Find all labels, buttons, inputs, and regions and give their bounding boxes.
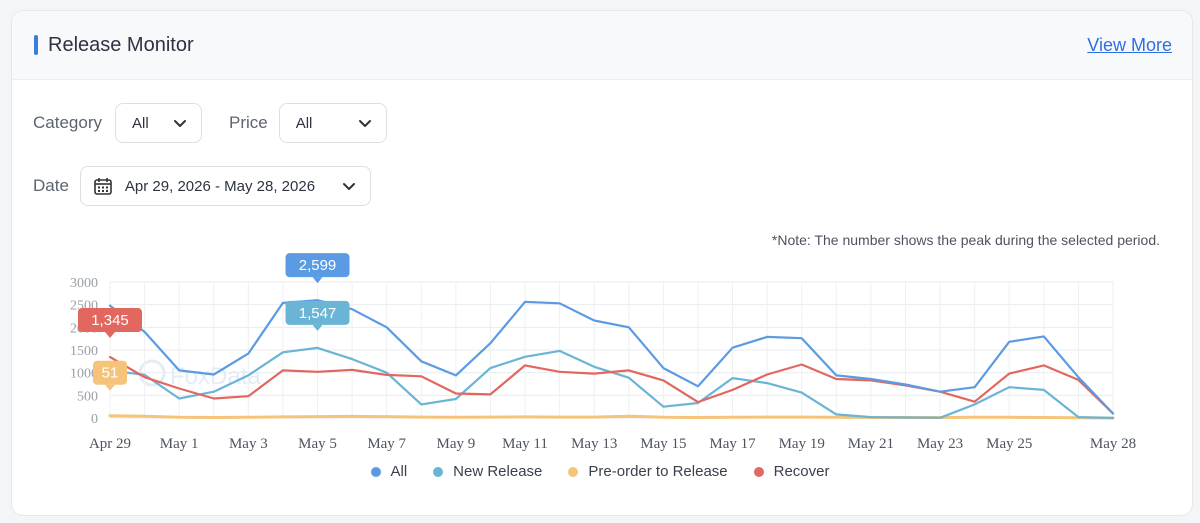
y-tick-label: 0 xyxy=(91,412,98,427)
peak-labels: 2,599 1,547 1,345 51 xyxy=(78,253,350,391)
y-axis-ticks: 050010001500200025003000 xyxy=(70,276,98,427)
x-tick-label: May 19 xyxy=(779,436,825,452)
chevron-down-icon xyxy=(173,120,186,127)
calendar-icon xyxy=(94,178,112,195)
date-label: Date xyxy=(33,176,69,195)
x-axis-ticks: Apr 29 May 1 May 3 May 5 May 7 May 9 May 11 May… xyxy=(89,436,1136,452)
y-tick-label: 3000 xyxy=(70,276,98,291)
peak-label-pointer xyxy=(312,324,323,331)
legend-dot xyxy=(370,466,381,477)
filter-row-category-price: Category All Price All xyxy=(33,103,387,143)
x-tick-label: May 17 xyxy=(709,436,756,452)
peak-label-recover: 1,345 xyxy=(78,308,142,339)
x-tick-label: May 3 xyxy=(229,436,268,452)
legend-dot xyxy=(753,466,764,477)
x-tick-label: May 1 xyxy=(160,436,199,452)
peak-label-text: 1,345 xyxy=(91,312,129,329)
x-tick-label: May 13 xyxy=(571,436,617,452)
title-accent-bar xyxy=(34,35,38,55)
x-tick-label: May 5 xyxy=(298,436,337,452)
price-label: Price xyxy=(228,113,268,132)
x-tick-label: May 28 xyxy=(1090,436,1136,452)
category-select[interactable]: All xyxy=(114,103,202,143)
price-select-value: All xyxy=(295,114,313,132)
release-monitor-card: Release Monitor View More xyxy=(11,10,1193,516)
chevron-down-icon xyxy=(358,120,371,127)
legend-label: Recover xyxy=(773,463,830,480)
legend-item-all[interactable]: All xyxy=(370,463,408,480)
chart-series-lines xyxy=(108,299,1115,420)
category-label: Category xyxy=(33,113,102,132)
x-tick-label: May 21 xyxy=(848,436,894,452)
legend-dot xyxy=(433,466,444,477)
y-tick-label: 500 xyxy=(77,389,98,404)
legend-item-recover[interactable]: Recover xyxy=(753,463,830,480)
x-tick-label: May 23 xyxy=(917,436,963,452)
y-tick-label: 1000 xyxy=(70,367,98,382)
x-tick-label: May 25 xyxy=(986,436,1032,452)
series-line-recover xyxy=(108,355,1115,415)
price-select[interactable]: All xyxy=(278,103,387,143)
legend-item-new-release[interactable]: New Release xyxy=(433,463,542,480)
filter-row-date: Date Apr 29, 2026 - May 28, 2026 xyxy=(33,166,371,206)
x-tick-label: May 9 xyxy=(436,436,475,452)
peak-label-pre-order-to-release: 51 xyxy=(93,360,127,391)
peak-label-all: 2,599 xyxy=(285,253,350,284)
x-tick-label: May 7 xyxy=(367,436,406,452)
card-title: Release Monitor xyxy=(48,33,194,56)
peak-label-pointer xyxy=(105,332,115,339)
chart-legend: All New Release Pre-order to Release Recove… xyxy=(0,463,1200,480)
foxdata-watermark: FoxData xyxy=(138,359,261,390)
peak-label-box xyxy=(285,300,350,325)
peak-note: *Note: The number shows the peak during … xyxy=(771,232,1160,248)
peak-label-box xyxy=(285,253,350,278)
series-line-all xyxy=(108,299,1115,415)
chevron-down-icon xyxy=(342,183,355,190)
category-select-value: All xyxy=(131,114,149,132)
peak-label-text: 2,599 xyxy=(299,257,337,274)
card-header: Release Monitor View More xyxy=(12,11,1192,80)
peak-label-pointer xyxy=(312,277,323,284)
legend-label: New Release xyxy=(453,463,543,480)
x-tick-label: Apr 29 xyxy=(89,436,131,452)
legend-dot xyxy=(568,466,579,477)
title-wrap: Release Monitor xyxy=(34,34,194,57)
y-tick-label: 1500 xyxy=(70,344,98,359)
peak-label-box xyxy=(93,360,127,385)
view-more-link[interactable]: View More xyxy=(1087,34,1172,55)
legend-item-pre-order-to-release[interactable]: Pre-order to Release xyxy=(568,463,728,480)
peak-label-pointer xyxy=(105,384,115,391)
x-tick-label: May 15 xyxy=(640,436,686,452)
peak-label-box xyxy=(78,308,142,333)
peak-label-text: 51 xyxy=(102,365,119,382)
legend-label: Pre-order to Release xyxy=(588,463,728,480)
date-range-value: Apr 29, 2026 - May 28, 2026 xyxy=(124,177,316,195)
peak-label-text: 1,547 xyxy=(299,305,337,322)
legend-label: All xyxy=(390,463,408,480)
x-tick-label: May 11 xyxy=(502,436,548,452)
date-range-picker[interactable]: Apr 29, 2026 - May 28, 2026 xyxy=(79,166,371,206)
series-line-pre-order-to-release xyxy=(108,414,1115,420)
peak-label-new-release: 1,547 xyxy=(285,300,350,331)
